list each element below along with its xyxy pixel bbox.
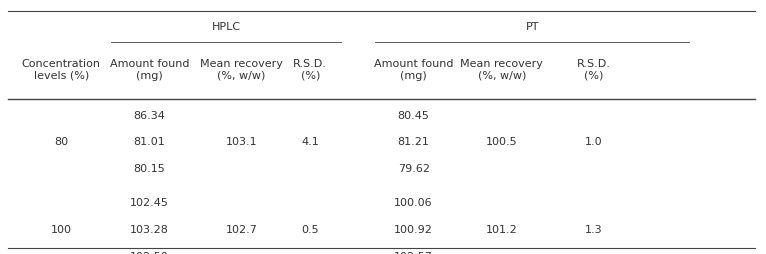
Text: R.S.D.
(%): R.S.D. (%) bbox=[293, 59, 327, 81]
Text: 0.5: 0.5 bbox=[301, 225, 319, 235]
Text: R.S.D.
(%): R.S.D. (%) bbox=[577, 59, 611, 81]
Text: 1.3: 1.3 bbox=[584, 225, 603, 235]
Text: 80: 80 bbox=[54, 137, 68, 147]
Text: 103.1: 103.1 bbox=[225, 137, 257, 147]
Text: 100.06: 100.06 bbox=[394, 198, 433, 208]
Text: PT: PT bbox=[525, 22, 539, 32]
Text: 1.0: 1.0 bbox=[584, 137, 603, 147]
Text: HPLC: HPLC bbox=[211, 22, 241, 32]
Text: 81.21: 81.21 bbox=[398, 137, 430, 147]
Text: 79.62: 79.62 bbox=[398, 164, 430, 174]
Text: 81.01: 81.01 bbox=[133, 137, 165, 147]
Text: 4.1: 4.1 bbox=[301, 137, 319, 147]
Text: Concentration
levels (%): Concentration levels (%) bbox=[21, 59, 101, 81]
Text: 102.50: 102.50 bbox=[130, 251, 169, 254]
Text: 86.34: 86.34 bbox=[133, 110, 165, 121]
Text: Amount found
(mg): Amount found (mg) bbox=[374, 59, 453, 81]
Text: 100: 100 bbox=[51, 225, 72, 235]
Text: 102.57: 102.57 bbox=[394, 251, 433, 254]
Text: Mean recovery
(%, w/w): Mean recovery (%, w/w) bbox=[460, 59, 543, 81]
Text: 102.7: 102.7 bbox=[225, 225, 257, 235]
Text: 100.5: 100.5 bbox=[486, 137, 518, 147]
Text: 80.45: 80.45 bbox=[398, 110, 430, 121]
Text: 103.28: 103.28 bbox=[130, 225, 169, 235]
Text: 100.92: 100.92 bbox=[394, 225, 433, 235]
Text: Mean recovery
(%, w/w): Mean recovery (%, w/w) bbox=[200, 59, 283, 81]
Text: 101.2: 101.2 bbox=[486, 225, 518, 235]
Text: Amount found
(mg): Amount found (mg) bbox=[110, 59, 189, 81]
Text: 80.15: 80.15 bbox=[133, 164, 165, 174]
Text: 102.45: 102.45 bbox=[130, 198, 169, 208]
